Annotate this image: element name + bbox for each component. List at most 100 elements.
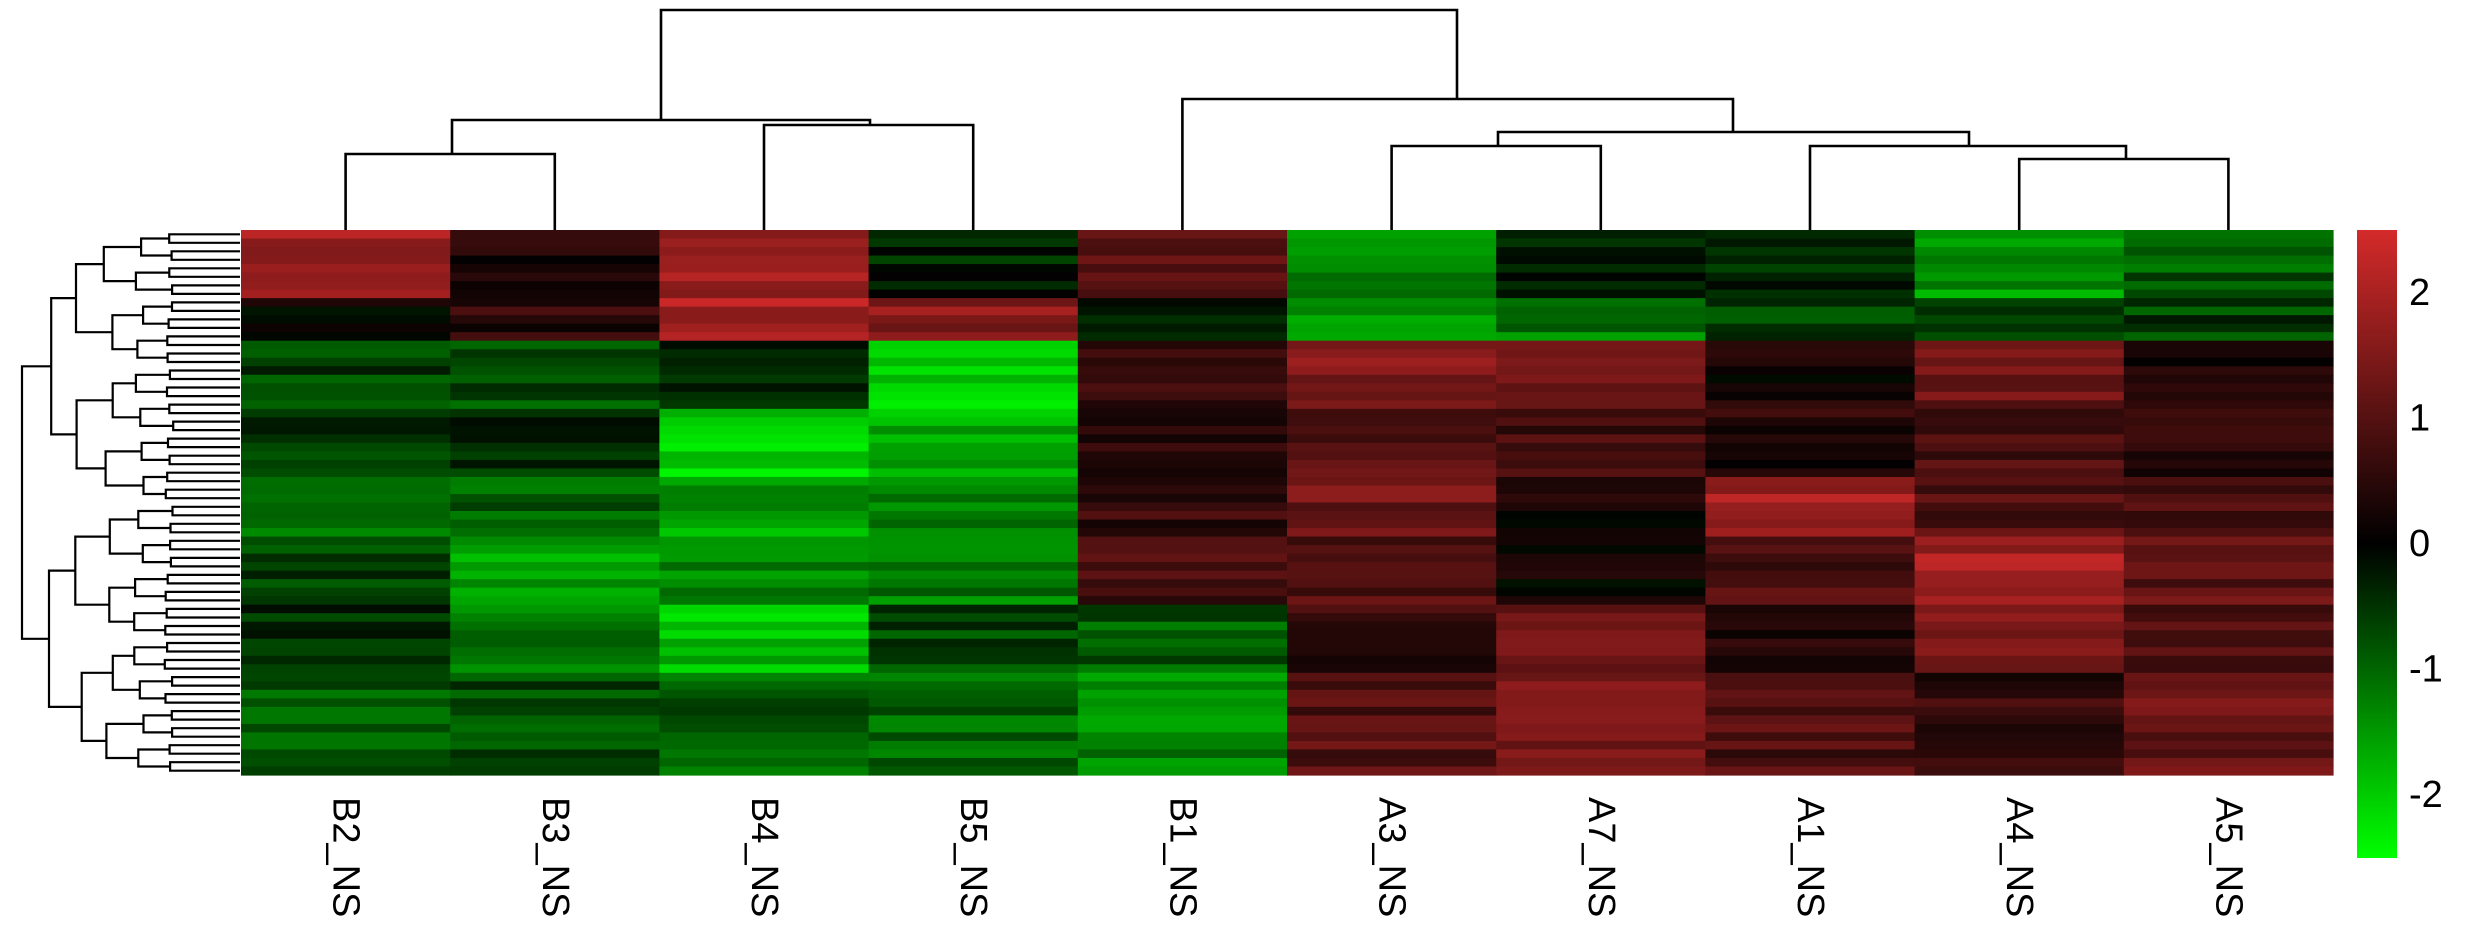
row-dendrogram-link bbox=[164, 692, 240, 704]
heatmap-cell bbox=[1705, 519, 1916, 529]
heatmap-cell bbox=[659, 519, 870, 529]
heatmap-cell bbox=[1077, 519, 1288, 529]
heatmap-cell bbox=[450, 298, 660, 308]
heatmap-cell bbox=[1077, 238, 1288, 248]
heatmap-cell bbox=[1914, 306, 2125, 316]
heatmap-cell bbox=[241, 349, 451, 359]
heatmap-cell bbox=[241, 374, 451, 384]
heatmap-cell bbox=[1496, 442, 1706, 453]
heatmap-cell bbox=[450, 332, 660, 342]
row-dendrogram-link bbox=[168, 744, 240, 755]
heatmap-cell bbox=[1496, 315, 1706, 325]
heatmap-cell bbox=[450, 230, 660, 240]
heatmap-cell bbox=[450, 749, 660, 759]
heatmap-cell bbox=[868, 417, 1079, 427]
heatmap-cell bbox=[1077, 272, 1288, 282]
heatmap-cell bbox=[450, 281, 660, 291]
heatmap-cell bbox=[1077, 698, 1288, 708]
heatmap-cell bbox=[1287, 281, 1497, 291]
heatmap-cell bbox=[659, 570, 870, 580]
heatmap-cell bbox=[1077, 502, 1288, 512]
heatmap-cell bbox=[1496, 289, 1706, 299]
column-label: A7_NS bbox=[1580, 797, 1622, 917]
column-dendrogram-link bbox=[1496, 130, 1971, 146]
heatmap-cell bbox=[241, 306, 451, 316]
heatmap-cell bbox=[868, 357, 1079, 367]
heatmap-cell bbox=[1287, 476, 1497, 487]
heatmap-cell bbox=[1705, 425, 1916, 435]
heatmap-cell bbox=[868, 323, 1079, 333]
heatmap-cell bbox=[1914, 647, 2125, 657]
heatmap-cell bbox=[1496, 476, 1706, 487]
heatmap-cell bbox=[241, 655, 451, 665]
heatmap-cell bbox=[241, 647, 451, 657]
heatmap-cell bbox=[450, 459, 660, 470]
heatmap-cell bbox=[1287, 630, 1497, 640]
heatmap-cell bbox=[2123, 647, 2334, 657]
row-dendrogram-link bbox=[166, 471, 240, 483]
row-dendrogram-link bbox=[108, 518, 143, 555]
heatmap-cell bbox=[1705, 451, 1916, 461]
heatmap-cell bbox=[659, 766, 870, 776]
heatmap-cell bbox=[1914, 528, 2125, 538]
heatmap-cell bbox=[1287, 400, 1497, 410]
heatmap-cell bbox=[1496, 323, 1706, 333]
row-dendrogram-link bbox=[163, 658, 240, 670]
heatmap-cell bbox=[2123, 425, 2334, 435]
heatmap-cell bbox=[1077, 408, 1288, 418]
heatmap-cell bbox=[2123, 451, 2334, 461]
heatmap-cell bbox=[868, 681, 1079, 691]
heatmap-cell bbox=[1705, 323, 1916, 333]
heatmap-cell bbox=[659, 511, 870, 521]
heatmap-cell bbox=[1077, 366, 1288, 376]
heatmap-cell bbox=[241, 247, 451, 257]
heatmap-cell bbox=[1287, 562, 1497, 572]
heatmap-cell bbox=[1914, 468, 2125, 478]
heatmap-cell bbox=[2123, 579, 2334, 589]
heatmap-cell bbox=[1287, 298, 1497, 308]
heatmap-cell bbox=[450, 528, 660, 538]
heatmap-cell bbox=[450, 485, 660, 495]
heatmap-cell bbox=[868, 493, 1079, 504]
heatmap-cell bbox=[1287, 340, 1497, 350]
heatmap-cell bbox=[1914, 723, 2125, 734]
heatmap-cell bbox=[450, 672, 660, 682]
heatmap-cell bbox=[659, 732, 870, 742]
heatmap-cell bbox=[241, 391, 451, 401]
heatmap-cell bbox=[2123, 706, 2334, 716]
heatmap-cell bbox=[868, 757, 1079, 768]
row-dendrogram-link bbox=[171, 675, 240, 687]
heatmap-cell bbox=[1077, 459, 1288, 470]
heatmap-cell bbox=[1705, 757, 1916, 768]
heatmap-cell bbox=[241, 562, 451, 572]
heatmap-cell bbox=[659, 493, 870, 504]
heatmap-cell bbox=[450, 306, 660, 316]
heatmap-cell bbox=[450, 757, 660, 768]
heatmap-cell bbox=[1496, 383, 1706, 393]
heatmap-cell bbox=[1496, 230, 1706, 240]
heatmap-cell bbox=[1077, 332, 1288, 342]
heatmap-cell bbox=[1496, 451, 1706, 461]
heatmap-cell bbox=[2123, 638, 2334, 648]
heatmap-cell bbox=[1077, 655, 1288, 665]
heatmap-cell bbox=[241, 587, 451, 597]
heatmap-cell bbox=[868, 255, 1079, 265]
heatmap-cell bbox=[868, 562, 1079, 572]
row-dendrogram-link bbox=[171, 727, 240, 738]
heatmap-cell bbox=[1914, 613, 2125, 623]
heatmap-cell bbox=[1914, 357, 2125, 367]
heatmap-cell bbox=[659, 604, 870, 614]
heatmap-cell bbox=[868, 723, 1079, 734]
row-dendrogram-link bbox=[171, 505, 240, 517]
heatmap-cell bbox=[1914, 434, 2125, 444]
heatmap-cell bbox=[2123, 493, 2334, 504]
heatmap-cell bbox=[1287, 451, 1497, 461]
column-label: B3_NS bbox=[534, 797, 576, 917]
heatmap-cell bbox=[1287, 740, 1497, 751]
heatmap-cell bbox=[2123, 230, 2334, 240]
color-scale-ticks: 2 1 0 -1 -2 bbox=[2409, 272, 2443, 816]
row-dendrogram-link bbox=[75, 399, 113, 470]
row-dendrogram-link bbox=[133, 612, 167, 632]
heatmap-cell bbox=[868, 374, 1079, 384]
